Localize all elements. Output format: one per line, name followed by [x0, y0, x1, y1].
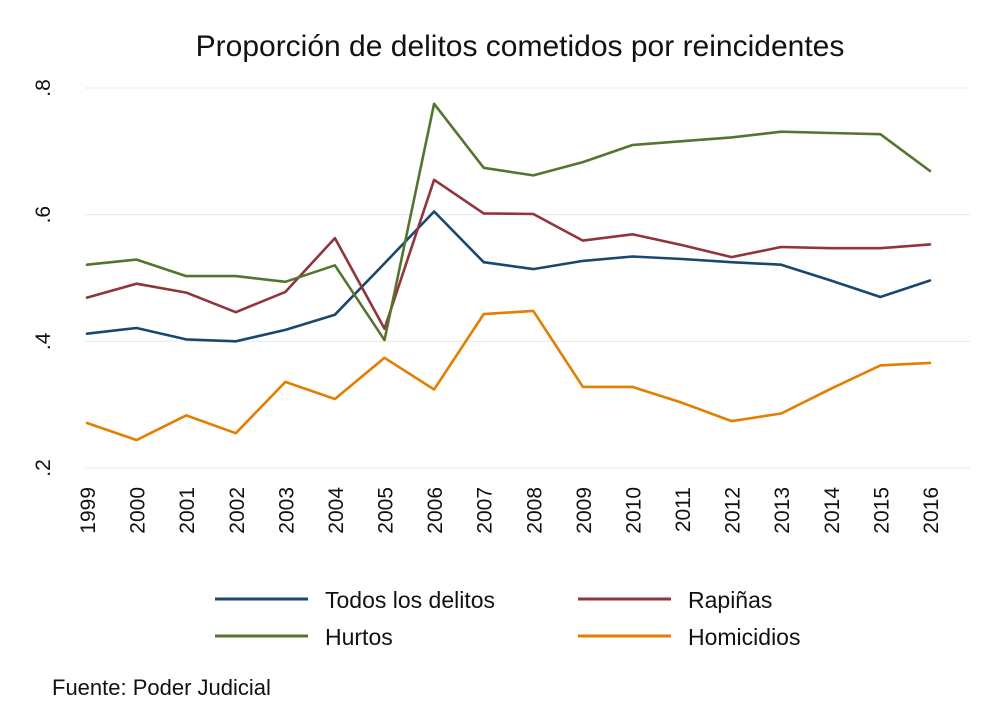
x-tick-label: 2007	[474, 487, 497, 534]
y-tick-label: .4	[32, 332, 55, 350]
legend-label: Homicidios	[688, 624, 800, 650]
x-tick-label: 2016	[920, 487, 943, 534]
x-tick-label: 2009	[573, 487, 596, 534]
x-tick-label: 2015	[870, 487, 893, 534]
source-note: Fuente: Poder Judicial	[52, 675, 271, 700]
x-tick-label: 2011	[672, 487, 695, 532]
y-tick-label: .6	[32, 206, 55, 224]
legend-label: Rapiñas	[688, 587, 772, 613]
y-tick-label: .2	[32, 459, 55, 477]
legend-label: Hurtos	[325, 624, 393, 650]
x-tick-label: 2008	[523, 487, 546, 534]
x-tick-label: 2004	[325, 487, 348, 534]
x-tick-label: 2005	[375, 487, 398, 534]
x-tick-label: 2010	[622, 487, 645, 534]
x-tick-label: 2012	[722, 487, 745, 534]
series-line-todos-los-delitos	[85, 210, 932, 343]
x-tick-label: 2013	[771, 487, 794, 534]
legend: Todos los delitos Rapiñas Hurtos Homicidios	[215, 587, 800, 650]
series-line-rapi-as	[85, 178, 932, 331]
y-axis-ticks: .2 .4 .6 .8	[32, 79, 55, 477]
x-tick-label: 2003	[275, 487, 298, 534]
x-tick-label: 2006	[424, 487, 447, 534]
x-tick-label: 1999	[77, 487, 100, 534]
x-tick-label: 2001	[176, 487, 199, 534]
chart-title: Proporción de delitos cometidos por rein…	[196, 30, 845, 63]
series-lines	[85, 102, 932, 442]
x-tick-label: 2002	[226, 487, 249, 534]
x-tick-label: 2014	[821, 487, 844, 534]
gridlines	[85, 87, 970, 469]
series-line-homicidios	[85, 309, 932, 442]
series-line-hurtos	[85, 102, 932, 342]
x-tick-label: 2000	[127, 487, 150, 534]
x-axis-ticks: 1999 2000 2001 2002 2003 2004 2005 2006 2007 2008…	[77, 487, 943, 534]
y-tick-label: .8	[32, 79, 55, 97]
legend-label: Todos los delitos	[325, 587, 495, 613]
